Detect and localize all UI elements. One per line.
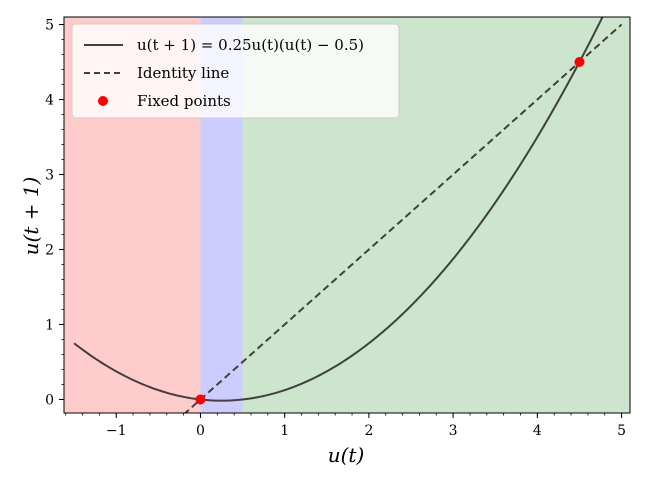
axis-ticks: −1 0 1 2 3 4 5 0 1 2 3 4 5 xyxy=(45,18,626,440)
y-tick-label: 2 xyxy=(45,243,54,259)
y-tick-label: 0 xyxy=(45,393,54,409)
fixed-point-0 xyxy=(195,394,206,405)
x-tick-label: 1 xyxy=(280,423,289,439)
series-line-1 xyxy=(183,23,623,413)
legend-box xyxy=(71,23,400,119)
x-tick-label: 2 xyxy=(364,423,373,439)
legend-swatch-fixed-points xyxy=(98,96,108,106)
plot-border xyxy=(63,16,631,414)
x-tick-label: −1 xyxy=(106,423,127,439)
legend-label-curve: u(t + 1) = 0.25u(t)(u(t) − 0.5) xyxy=(137,36,364,54)
plot-series xyxy=(73,17,623,413)
y-tick-label: 3 xyxy=(45,168,54,184)
y-axis-title: u(t + 1) xyxy=(19,177,43,256)
legend-label-identity: Identity line xyxy=(137,64,229,82)
x-tick-label: 5 xyxy=(617,423,626,439)
x-tick-label: 0 xyxy=(196,423,205,439)
y-tick-label: 5 xyxy=(45,18,54,34)
y-tick-label: 1 xyxy=(45,318,54,334)
y-tick-label: 4 xyxy=(45,93,54,109)
series-line-0 xyxy=(73,17,604,402)
x-tick-label: 4 xyxy=(533,423,542,439)
fixed-point-1 xyxy=(574,57,585,67)
x-tick-label: 3 xyxy=(449,423,458,439)
axes-frame xyxy=(63,16,631,414)
legend: u(t + 1) = 0.25u(t)(u(t) − 0.5) Identity… xyxy=(71,23,400,119)
x-axis-title: u(t) xyxy=(328,443,365,467)
legend-label-fixed-points: Fixed points xyxy=(137,92,231,110)
